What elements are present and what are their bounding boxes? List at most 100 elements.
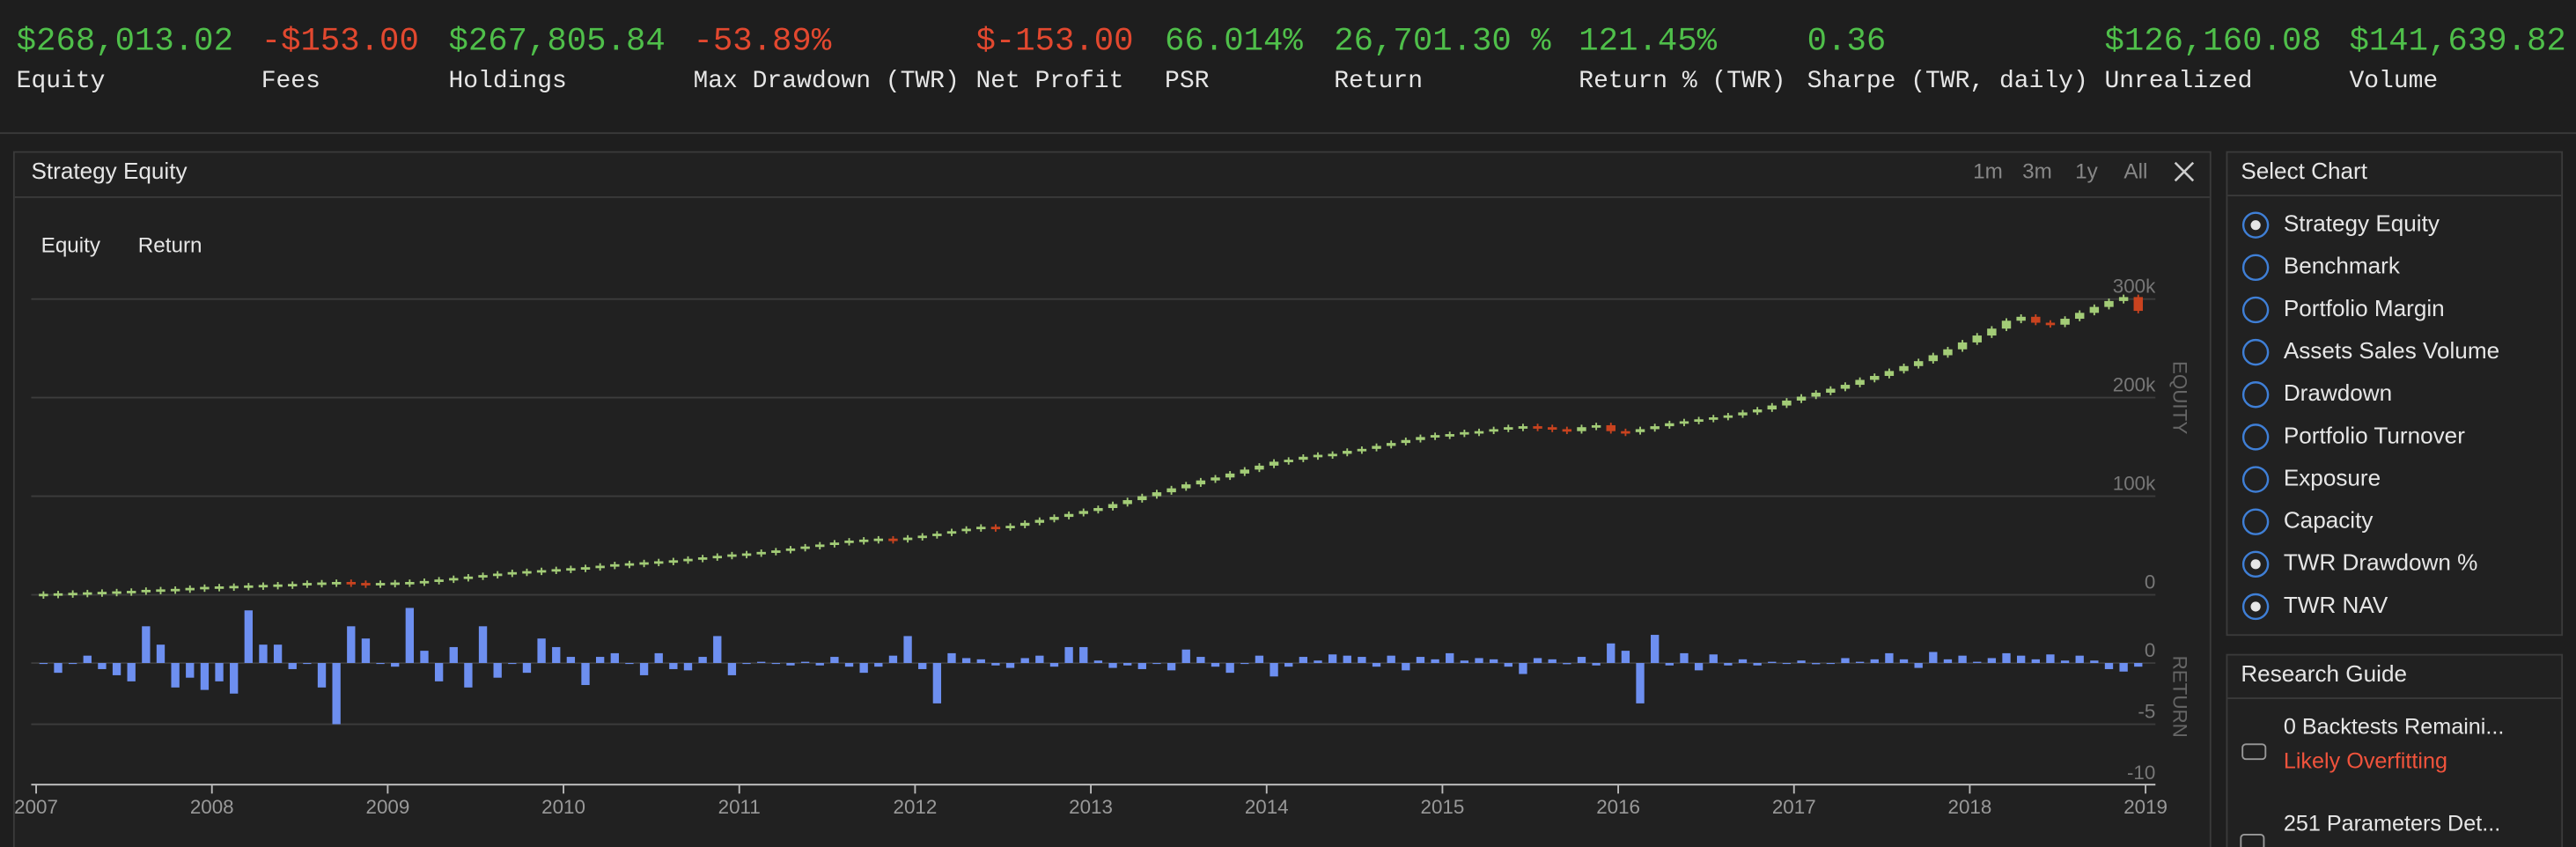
bar bbox=[1211, 663, 1220, 667]
y-tick-label: -5 bbox=[2138, 700, 2155, 722]
bar bbox=[991, 663, 1000, 666]
radio[interactable] bbox=[2241, 593, 2270, 621]
bar bbox=[1563, 663, 1571, 665]
range-button[interactable]: 3m bbox=[2022, 159, 2052, 183]
radio-dot bbox=[2250, 220, 2261, 231]
chart-option[interactable]: Portfolio Turnover bbox=[2284, 422, 2465, 448]
candle bbox=[624, 563, 635, 566]
bar bbox=[259, 644, 268, 664]
candle bbox=[522, 571, 532, 574]
radio[interactable] bbox=[2241, 296, 2270, 324]
bar bbox=[171, 663, 180, 688]
stat-value: $268,013.02 bbox=[17, 24, 233, 61]
bar bbox=[1093, 660, 1103, 664]
candle bbox=[1093, 508, 1103, 512]
candle bbox=[946, 531, 957, 534]
bar bbox=[478, 626, 488, 664]
bar bbox=[2090, 660, 2099, 664]
candle bbox=[1562, 429, 1572, 432]
close-button[interactable] bbox=[2174, 161, 2195, 182]
bar bbox=[961, 658, 971, 664]
candle bbox=[2074, 313, 2085, 320]
candle bbox=[873, 538, 884, 541]
bar bbox=[669, 663, 678, 669]
bar bbox=[1314, 660, 1322, 664]
chart-option[interactable]: Portfolio Margin bbox=[2284, 295, 2445, 321]
bar bbox=[1914, 663, 1923, 668]
candle bbox=[1679, 421, 1689, 424]
guide-item[interactable]: 0 Backtests Remaini... bbox=[2284, 714, 2505, 739]
legend-entry[interactable]: Equity bbox=[41, 233, 101, 257]
bar bbox=[888, 655, 898, 664]
chart-option[interactable]: TWR Drawdown % bbox=[2284, 549, 2478, 576]
close-icon bbox=[2174, 161, 2195, 182]
candle bbox=[1577, 427, 1586, 431]
candle bbox=[1284, 460, 1293, 462]
bar bbox=[1079, 646, 1088, 664]
chart-option[interactable]: Exposure bbox=[2284, 464, 2381, 490]
candle bbox=[1474, 431, 1484, 434]
chart-option[interactable]: Strategy Equity bbox=[2284, 210, 2440, 237]
bar bbox=[1929, 652, 1938, 664]
chart-option[interactable]: Benchmark bbox=[2284, 253, 2401, 279]
candle bbox=[1078, 511, 1088, 514]
bar bbox=[698, 657, 707, 664]
bar bbox=[361, 638, 371, 664]
candle bbox=[1005, 526, 1015, 528]
stat-value: $141,639.82 bbox=[2349, 24, 2565, 61]
bar bbox=[493, 663, 502, 678]
chart-option[interactable]: Drawdown bbox=[2284, 379, 2392, 406]
candle bbox=[492, 573, 503, 577]
candle bbox=[551, 569, 561, 572]
radio[interactable] bbox=[2241, 254, 2270, 282]
radio[interactable] bbox=[2241, 466, 2270, 493]
bar bbox=[1592, 663, 1601, 666]
range-button[interactable]: 1m bbox=[1973, 159, 2003, 183]
radio[interactable] bbox=[2241, 381, 2270, 409]
y-tick-label: 0 bbox=[2145, 571, 2155, 593]
bar bbox=[1607, 643, 1616, 664]
legend-entry[interactable]: Return bbox=[138, 233, 202, 257]
bar bbox=[1533, 658, 1542, 664]
candle bbox=[1928, 355, 1939, 362]
range-button[interactable]: 1y bbox=[2075, 159, 2098, 183]
candle bbox=[1855, 379, 1865, 386]
candle bbox=[1137, 496, 1147, 501]
candle bbox=[1240, 469, 1250, 474]
bar bbox=[1519, 663, 1527, 674]
icon-shape bbox=[2240, 834, 2265, 847]
candle bbox=[434, 579, 444, 582]
range-button[interactable]: All bbox=[2123, 159, 2147, 183]
candle bbox=[610, 563, 620, 567]
radio[interactable] bbox=[2241, 508, 2270, 535]
guide-panel bbox=[2226, 653, 2564, 847]
bar bbox=[200, 663, 210, 690]
bar bbox=[1724, 663, 1733, 666]
radio[interactable] bbox=[2241, 424, 2270, 451]
chart-option[interactable]: Assets Sales Volume bbox=[2284, 337, 2499, 364]
guide-item[interactable]: 251 Parameters Det... bbox=[2284, 811, 2500, 836]
bar bbox=[918, 663, 927, 669]
bar bbox=[1035, 655, 1044, 664]
candle bbox=[1019, 522, 1030, 527]
bar bbox=[1123, 663, 1132, 666]
bar bbox=[874, 663, 883, 667]
stat-label: Net Profit bbox=[975, 68, 1123, 95]
guide-note[interactable]: Likely Overfitting bbox=[2284, 749, 2447, 774]
stat-label: Max Drawdown (TWR) bbox=[693, 68, 959, 95]
chart-option[interactable]: TWR NAV bbox=[2284, 592, 2388, 618]
chart-option[interactable]: Capacity bbox=[2284, 507, 2374, 534]
radio[interactable] bbox=[2241, 211, 2270, 239]
radio[interactable] bbox=[2241, 338, 2270, 366]
stat-label: Fees bbox=[261, 68, 320, 95]
candle bbox=[1709, 417, 1719, 420]
radio[interactable] bbox=[2241, 550, 2270, 578]
candle bbox=[405, 581, 415, 585]
candle bbox=[595, 565, 605, 569]
icon-shape bbox=[2241, 743, 2267, 761]
candle bbox=[1723, 415, 1733, 418]
bar bbox=[552, 646, 561, 664]
candle bbox=[1738, 412, 1748, 416]
stat-value: $267,805.84 bbox=[448, 24, 665, 61]
bar bbox=[2104, 663, 2114, 669]
